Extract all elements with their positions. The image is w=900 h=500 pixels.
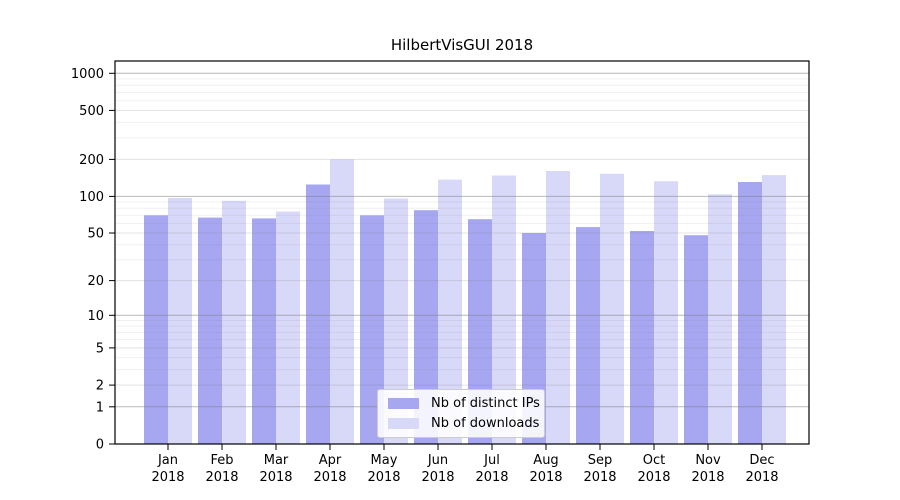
legend: Nb of distinct IPs Nb of downloads — [377, 389, 545, 438]
bar-downloads-Mar — [276, 211, 300, 444]
y-axis-tick-label: 1 — [96, 400, 104, 415]
bar-downloads-Sep — [600, 173, 624, 444]
x-axis-tick-label-month: May — [371, 453, 398, 468]
x-axis-tick-label-year: 2018 — [583, 470, 616, 485]
x-axis-tick-label-year: 2018 — [637, 470, 670, 485]
x-axis-tick-label-month: Aug — [533, 453, 558, 468]
y-axis-tick-label: 20 — [87, 274, 104, 289]
x-axis-tick-label-year: 2018 — [313, 470, 346, 485]
y-axis-tick-label: 50 — [87, 227, 104, 242]
bar-downloads-Jan — [168, 198, 192, 444]
x-axis-tick-label-year: 2018 — [529, 470, 562, 485]
x-axis-tick-label-year: 2018 — [475, 470, 508, 485]
legend-label-downloads: Nb of downloads — [431, 415, 540, 431]
y-axis-tick-label: 10 — [87, 309, 104, 324]
x-axis-tick-label-month: Nov — [695, 453, 721, 468]
x-axis-tick-label-month: Apr — [319, 453, 342, 468]
bar-distinct-ips-Jan — [144, 215, 168, 444]
legend-item-downloads: Nb of downloads — [378, 416, 544, 431]
y-axis-tick-label: 0 — [96, 438, 104, 453]
x-axis-tick-label-year: 2018 — [745, 470, 778, 485]
bar-distinct-ips-Mar — [252, 218, 276, 444]
y-axis-tick-label: 2 — [96, 379, 104, 394]
bar-downloads-Aug — [546, 171, 570, 444]
x-axis-tick-label-month: Jun — [427, 453, 448, 468]
y-axis-tick-label: 5 — [96, 341, 104, 356]
legend-swatch-downloads — [388, 417, 419, 429]
bar-downloads-Feb — [222, 200, 246, 444]
x-axis-tick-label-month: Jan — [157, 453, 178, 468]
y-axis-tick-label: 500 — [79, 104, 104, 119]
x-axis-tick-label-year: 2018 — [691, 470, 724, 485]
bar-distinct-ips-Feb — [198, 217, 222, 444]
x-axis-tick-label-year: 2018 — [205, 470, 238, 485]
bar-downloads-Dec — [762, 175, 786, 444]
bar-distinct-ips-Apr — [306, 184, 330, 444]
x-axis-tick-label-month: Sep — [588, 453, 613, 468]
y-axis-tick-label: 200 — [79, 153, 104, 168]
legend-label-distinct-ips: Nb of distinct IPs — [431, 396, 540, 412]
x-axis-tick-label-month: Dec — [749, 453, 774, 468]
bar-downloads-Oct — [654, 181, 678, 444]
bar-downloads-Apr — [330, 159, 354, 444]
x-axis-tick-label-month: Feb — [210, 453, 233, 468]
y-axis-tick-label: 1000 — [71, 67, 104, 82]
bar-distinct-ips-Dec — [738, 182, 762, 444]
chart-title: HilbertVisGUI 2018 — [390, 36, 534, 54]
y-axis-tick-label: 100 — [79, 190, 104, 205]
legend-swatch-distinct-ips — [388, 398, 419, 410]
bar-distinct-ips-Nov — [684, 235, 708, 444]
x-axis-tick-label-month: Oct — [643, 453, 665, 468]
bar-distinct-ips-Sep — [576, 227, 600, 444]
legend-item-distinct-ips: Nb of distinct IPs — [378, 396, 544, 411]
bar-distinct-ips-Oct — [630, 231, 654, 444]
plot-border — [114, 60, 810, 445]
x-axis-tick-label-year: 2018 — [421, 470, 454, 485]
x-axis-tick-label-month: Mar — [264, 453, 289, 468]
x-axis-tick-label-year: 2018 — [259, 470, 292, 485]
bar-downloads-Nov — [708, 194, 732, 444]
x-axis-tick-label-year: 2018 — [151, 470, 184, 485]
x-axis-tick-label-month: Jul — [483, 453, 500, 468]
x-axis-tick-label-year: 2018 — [367, 470, 400, 485]
